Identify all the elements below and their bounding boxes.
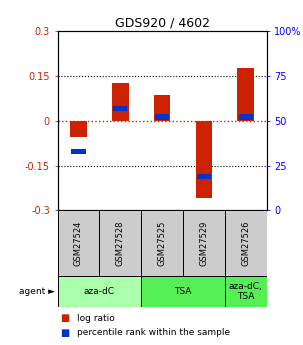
Text: percentile rank within the sample: percentile rank within the sample <box>77 328 230 337</box>
Bar <box>72 149 85 154</box>
Text: ■: ■ <box>61 313 70 323</box>
Bar <box>155 115 169 120</box>
Bar <box>225 210 267 276</box>
Bar <box>239 115 253 120</box>
Bar <box>113 106 127 111</box>
Text: TSA: TSA <box>174 287 192 296</box>
Bar <box>141 276 225 307</box>
Bar <box>225 276 267 307</box>
Bar <box>237 68 254 121</box>
Text: GSM27526: GSM27526 <box>241 220 250 266</box>
Text: ■: ■ <box>61 328 70 338</box>
Bar <box>197 174 211 179</box>
Text: GSM27525: GSM27525 <box>158 220 167 266</box>
Text: log ratio: log ratio <box>77 314 115 323</box>
Bar <box>112 83 129 121</box>
Title: GDS920 / 4602: GDS920 / 4602 <box>115 17 210 30</box>
Bar <box>58 276 141 307</box>
Bar <box>183 210 225 276</box>
Text: aza-dC: aza-dC <box>84 287 115 296</box>
Text: agent ►: agent ► <box>18 287 55 296</box>
Bar <box>141 210 183 276</box>
Text: GSM27524: GSM27524 <box>74 220 83 266</box>
Bar <box>154 95 171 121</box>
Bar <box>70 121 87 137</box>
Bar <box>58 210 99 276</box>
Bar <box>195 121 212 198</box>
Bar <box>99 210 141 276</box>
Text: aza-dC,
TSA: aza-dC, TSA <box>229 282 263 301</box>
Text: GSM27528: GSM27528 <box>116 220 125 266</box>
Text: GSM27529: GSM27529 <box>199 220 208 266</box>
